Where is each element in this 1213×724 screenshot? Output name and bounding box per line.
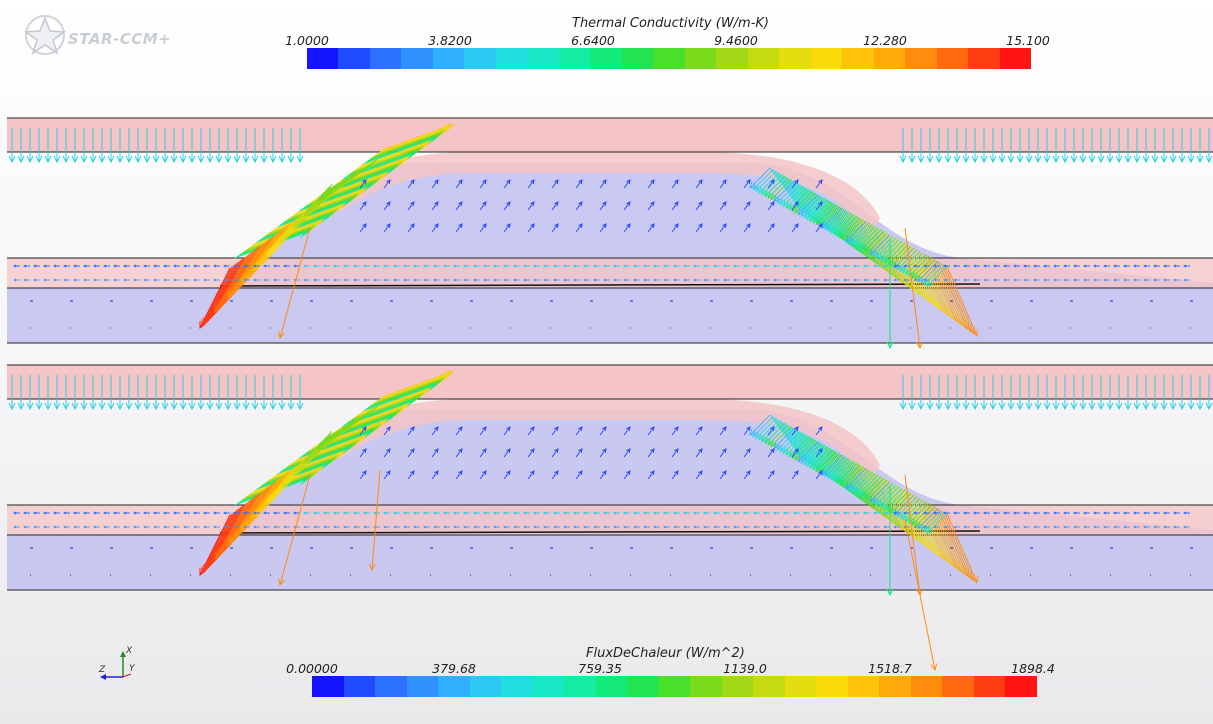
legend-tick: 1518.7 (868, 661, 912, 676)
color-bar-segment (716, 48, 748, 69)
color-bar-segment (627, 676, 659, 697)
color-bar-segment (658, 676, 691, 697)
color-bar-segment (464, 48, 496, 69)
star-ccm-logo-icon (23, 15, 67, 55)
legend-tick: 1.0000 (285, 33, 329, 48)
legend-tick: 0.00000 (286, 661, 338, 676)
legend-tick: 1139.0 (723, 661, 767, 676)
color-bar-segment (438, 676, 470, 697)
color-bar-segment (590, 48, 622, 69)
color-bar-segment (401, 48, 433, 69)
color-bar-segment (973, 676, 1006, 697)
color-bar-segment (375, 676, 407, 697)
color-bar-segment (753, 676, 785, 697)
color-bar-segment (527, 48, 559, 69)
axis-y-label: Y (129, 664, 136, 674)
color-bar-segment (343, 676, 376, 697)
color-bar-segment (338, 48, 370, 69)
color-bar-segment (905, 48, 937, 69)
legend-tick: 1898.4 (1011, 661, 1055, 676)
logo-text: STAR-CCM+ (68, 30, 172, 48)
heat-flux-vectors (8, 123, 1213, 672)
axis-x-label: X (125, 646, 133, 656)
color-bar-segment (721, 676, 754, 697)
color-bar-segment (936, 48, 969, 69)
color-bar-segment (406, 676, 439, 697)
color-bar (307, 48, 1032, 69)
color-bar-segment (564, 676, 596, 697)
color-bar-segment (595, 676, 628, 697)
axis-z-label: Z (98, 665, 106, 675)
color-bar-segment (879, 676, 911, 697)
scene-panel-top (7, 117, 1213, 344)
color-bar-segment (942, 676, 974, 697)
legend-tick: 9.4600 (714, 33, 758, 48)
legend-tick: 12.280 (863, 33, 907, 48)
color-bar-segment (873, 48, 906, 69)
color-bar-segment (432, 48, 465, 69)
legend-tick: 759.35 (578, 661, 622, 676)
color-bar-segment (501, 676, 533, 697)
color-bar-segment (810, 48, 843, 69)
color-bar-segment (847, 676, 880, 697)
color-bar-segment (621, 48, 654, 69)
color-bar-segment (779, 48, 811, 69)
color-bar-segment (369, 48, 402, 69)
color-bar-segment (968, 48, 1000, 69)
color-bar-segment (842, 48, 874, 69)
scene-panel-bottom (7, 364, 1213, 591)
color-bar-segment (784, 676, 817, 697)
color-bar-segment (1005, 676, 1037, 697)
legend-tick: 6.6400 (571, 33, 615, 48)
color-bar-segment (690, 676, 722, 697)
color-bar-segment (307, 48, 339, 69)
axis-triad-icon: X Y Z (98, 646, 136, 680)
color-bar-segment (312, 676, 344, 697)
color-bar-segment (910, 676, 943, 697)
heat-flux-legend: FluxDeChaleur (W/m^2) 0.00000 379.68 759… (286, 646, 1055, 706)
color-bar-segment (558, 48, 591, 69)
legend-tick: 379.68 (432, 661, 476, 676)
color-bar (312, 676, 1037, 697)
color-bar-segment (816, 676, 848, 697)
color-bar-segment (532, 676, 565, 697)
legend-title: Thermal Conductivity (W/m-K) (572, 16, 769, 31)
legend-tick: 15.100 (1006, 33, 1050, 48)
thermal-conductivity-legend: Thermal Conductivity (W/m-K) 1.0000 3.82… (285, 16, 1050, 76)
color-bar-segment (495, 48, 528, 69)
color-bar-segment (469, 676, 502, 697)
legend-title: FluxDeChaleur (W/m^2) (586, 646, 745, 661)
color-bar-segment (684, 48, 717, 69)
color-bar-segment (653, 48, 685, 69)
color-bar-segment (747, 48, 780, 69)
color-bar-segment (999, 48, 1032, 69)
legend-tick: 3.8200 (428, 33, 472, 48)
